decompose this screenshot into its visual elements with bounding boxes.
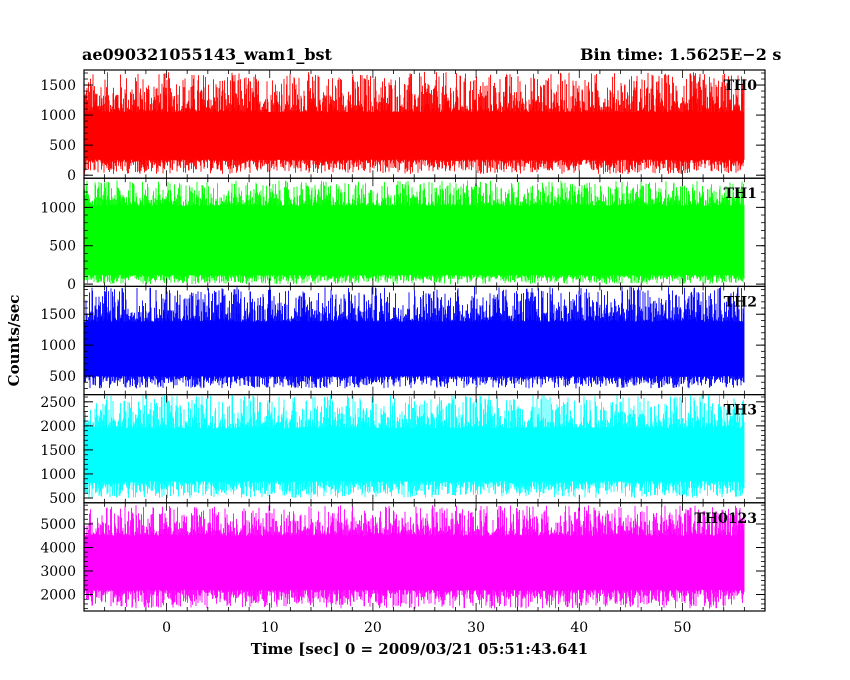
y-tick-label: 500 bbox=[49, 138, 76, 154]
y-tick-label: 500 bbox=[49, 369, 76, 385]
x-tick-label: 40 bbox=[570, 620, 588, 636]
x-tick-label: 0 bbox=[162, 620, 171, 636]
panel-label-th2: TH2 bbox=[724, 294, 757, 310]
y-tick-label: 1000 bbox=[40, 200, 76, 216]
x-tick-label: 10 bbox=[261, 620, 279, 636]
panel-label-th0123: TH0123 bbox=[694, 511, 757, 527]
x-tick-label: 30 bbox=[467, 620, 485, 636]
y-tick-label: 1000 bbox=[40, 338, 76, 354]
y-tick-label: 4000 bbox=[40, 540, 76, 556]
chart-title: ae090321055143_wam1_bst bbox=[82, 45, 332, 64]
series-th1 bbox=[83, 180, 745, 285]
series-th0 bbox=[83, 71, 745, 174]
y-tick-label: 5000 bbox=[40, 517, 76, 533]
x-tick-label: 20 bbox=[364, 620, 382, 636]
x-tick-label: 50 bbox=[674, 620, 692, 636]
y-tick-label: 3000 bbox=[40, 564, 76, 580]
y-tick-label: 1000 bbox=[40, 467, 76, 483]
series-th0123 bbox=[83, 505, 745, 609]
panel-label-th0: TH0 bbox=[724, 78, 758, 94]
series-th3 bbox=[83, 394, 745, 498]
y-tick-label: 500 bbox=[49, 491, 76, 507]
y-tick-label: 2000 bbox=[40, 588, 76, 604]
y-tick-label: 1500 bbox=[40, 307, 76, 323]
y-tick-label: 0 bbox=[67, 277, 76, 293]
y-tick-label: 1500 bbox=[40, 78, 76, 94]
panel-label-th1: TH1 bbox=[724, 186, 757, 202]
y-tick-label: 500 bbox=[49, 239, 76, 255]
y-tick-label: 1000 bbox=[40, 108, 76, 124]
series-th2 bbox=[83, 286, 745, 389]
bin-time-label: Bin time: 1.5625E−2 s bbox=[580, 45, 782, 64]
y-tick-label: 2000 bbox=[40, 419, 76, 435]
y-tick-label: 1500 bbox=[40, 443, 76, 459]
x-axis-label: Time [sec] 0 = 2009/03/21 05:51:43.641 bbox=[251, 640, 588, 658]
y-tick-label: 0 bbox=[67, 168, 76, 184]
panel-label-th3: TH3 bbox=[724, 403, 757, 419]
y-axis-label: Counts/sec bbox=[5, 295, 23, 387]
y-tick-label: 2500 bbox=[40, 395, 76, 411]
